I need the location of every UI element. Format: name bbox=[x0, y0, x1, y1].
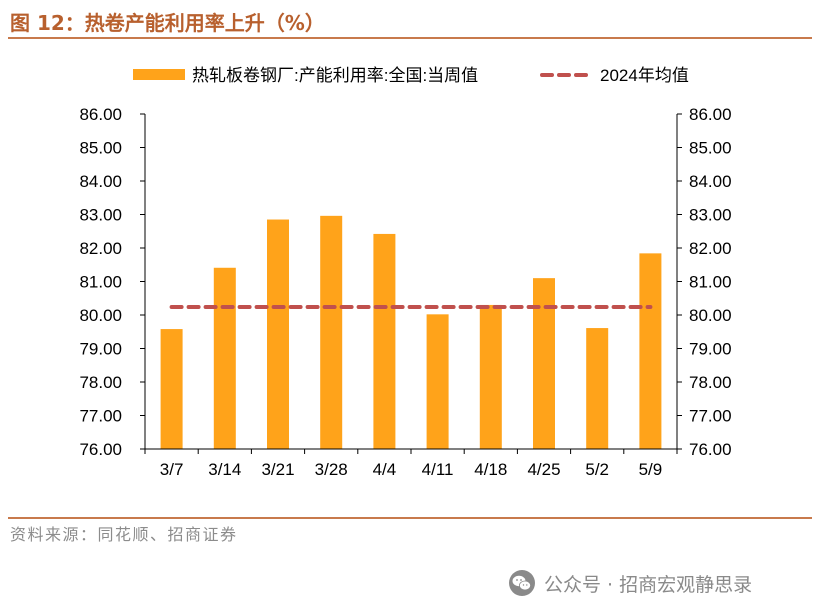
legend: 热轧板卷钢厂:产能利用率:全国:当周值 2024年均值 bbox=[133, 66, 689, 85]
bar-4-18 bbox=[479, 304, 502, 449]
bar-5-2 bbox=[586, 328, 609, 449]
y-tick-label-left: 82.00 bbox=[79, 239, 122, 258]
x-tick-label-4-11: 4/11 bbox=[422, 460, 454, 479]
y-tick-label-left: 78.00 bbox=[79, 373, 122, 392]
watermark-text: 公众号 · 招商宏观静思录 bbox=[544, 573, 753, 596]
x-tick-label-3-14: 3/14 bbox=[208, 460, 241, 479]
legend-label-avg: 2024年均值 bbox=[600, 66, 689, 85]
y-tick-label-right: 84.00 bbox=[689, 172, 732, 191]
bar-5-9 bbox=[639, 253, 662, 449]
y-tick-label-left: 84.00 bbox=[79, 172, 122, 191]
bar-4-4 bbox=[373, 233, 396, 449]
x-tick-label-5-2: 5/2 bbox=[585, 460, 609, 479]
plot-area: 76.00 76.00 77.00 77.00 78.00 78.00 79.00 79.00… bbox=[79, 105, 731, 479]
bar-4-11 bbox=[426, 314, 449, 449]
y-tick-label-left: 83.00 bbox=[79, 206, 122, 225]
bar-3-14 bbox=[213, 267, 236, 449]
x-tick-label-3-21: 3/21 bbox=[261, 460, 294, 479]
x-tick-label-4-4: 4/4 bbox=[373, 460, 397, 479]
y-tick-label-left: 79.00 bbox=[79, 340, 122, 359]
y-tick-label-right: 86.00 bbox=[689, 105, 732, 124]
y-tick-label-right: 82.00 bbox=[689, 239, 732, 258]
y-tick-label-right: 81.00 bbox=[689, 273, 732, 292]
bar-3-28 bbox=[320, 215, 343, 449]
y-tick-label-right: 77.00 bbox=[689, 407, 732, 426]
watermark: 公众号 · 招商宏观静思录 bbox=[508, 568, 752, 598]
title-divider bbox=[8, 37, 812, 39]
x-tick-label-4-25: 4/25 bbox=[527, 460, 560, 479]
y-tick-label-right: 85.00 bbox=[689, 139, 732, 158]
y-tick-label-left: 86.00 bbox=[79, 105, 122, 124]
source-divider bbox=[8, 517, 812, 519]
y-tick-label-left: 81.00 bbox=[79, 273, 122, 292]
y-tick-label-right: 79.00 bbox=[689, 340, 732, 359]
y-tick-label-right: 83.00 bbox=[689, 206, 732, 225]
y-tick-label-left: 80.00 bbox=[79, 306, 122, 325]
bar-4-25 bbox=[533, 278, 555, 449]
y-tick-label-right: 76.00 bbox=[689, 440, 732, 459]
wechat-icon bbox=[509, 570, 535, 596]
y-tick-label-left: 85.00 bbox=[79, 139, 122, 158]
figure-title: 图 12：热卷产能利用率上升（%） bbox=[10, 11, 325, 35]
source-note: 资料来源：同花顺、招商证券 bbox=[10, 525, 238, 544]
bar-3-21 bbox=[267, 219, 289, 449]
x-tick-label-5-9: 5/9 bbox=[639, 460, 663, 479]
legend-label-bar: 热轧板卷钢厂:产能利用率:全国:当周值 bbox=[192, 66, 478, 85]
y-tick-label-left: 76.00 bbox=[79, 440, 122, 459]
x-tick-label-3-28: 3/28 bbox=[315, 460, 348, 479]
bar-3-7 bbox=[160, 329, 183, 449]
legend-swatch-bar bbox=[133, 69, 185, 80]
y-tick-label-left: 77.00 bbox=[79, 407, 122, 426]
y-tick-label-right: 80.00 bbox=[689, 306, 732, 325]
y-tick-label-right: 78.00 bbox=[689, 373, 732, 392]
x-tick-label-4-18: 4/18 bbox=[474, 460, 507, 479]
x-tick-label-3-7: 3/7 bbox=[160, 460, 184, 479]
